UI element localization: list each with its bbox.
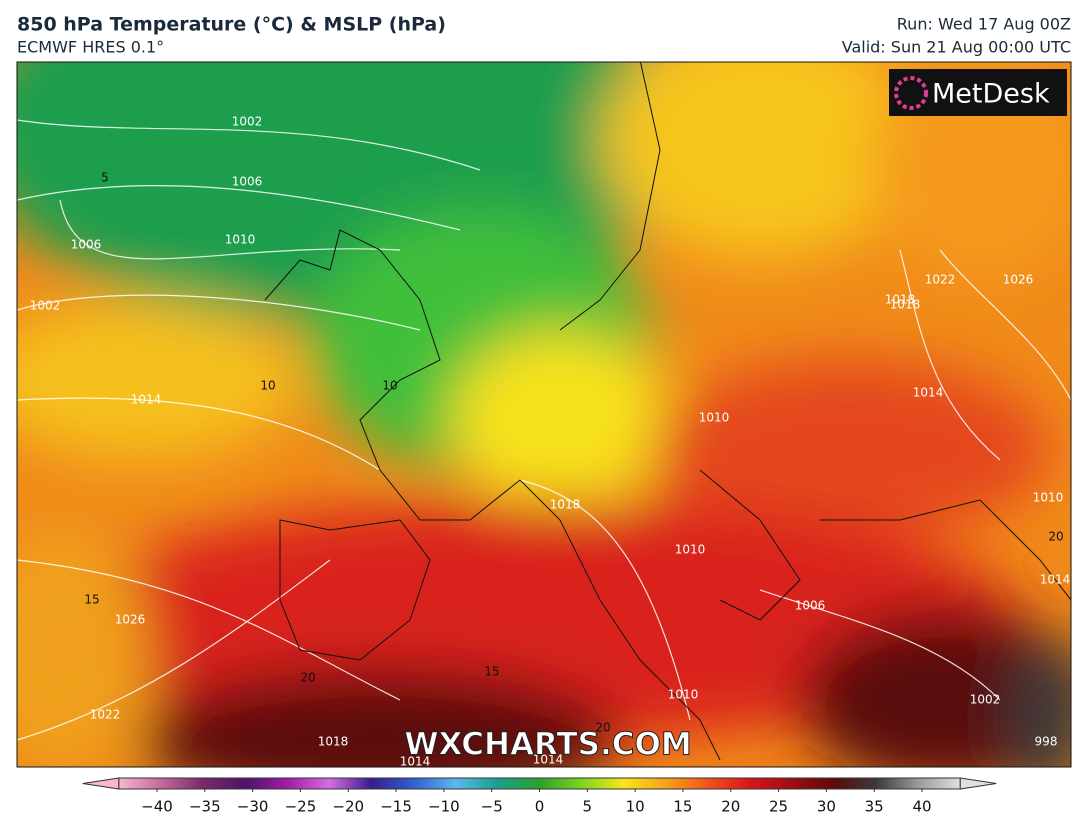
colorbar-tick-label: 5 [583,798,593,816]
contour-label: 1018 [885,293,916,307]
logo: MetDesk [932,79,1050,110]
colorbar-tick-label: 20 [721,798,740,816]
colorbar-tick-label: 35 [865,798,884,816]
contour-label: 1010 [675,543,706,557]
contour-label: 15 [484,665,499,679]
colorbar-tick-label: −10 [428,798,460,816]
contour-label: 20 [595,721,610,735]
colorbar-tick-label: 40 [912,798,931,816]
contour-label: 1010 [668,688,699,702]
colorbar: −40 −35 −30 −25 −20 −15 −10 −5 0 5 10 15 20 25 30 35 40 [82,777,997,816]
contour-label: 1010 [225,233,256,247]
contour-label: 20 [1048,530,1063,544]
contour-label: 1002 [30,299,61,313]
contour-label: 1006 [232,175,263,189]
contour-label: 1026 [115,613,146,627]
colorbar-tick-label: 0 [535,798,545,816]
contour-label: 1014 [400,755,431,769]
colorbar-tick-label: −25 [285,798,317,816]
colorbar-tick-label: −15 [380,798,412,816]
contour-label: 1022 [925,273,956,287]
colorbar-arrow [959,777,997,790]
contour-label: 1002 [970,693,1001,707]
watermark: WXCHARTS.COM [404,727,691,763]
colorbar-tick-label: −35 [189,798,221,816]
contour-label: 1026 [1003,273,1034,287]
model: ECMWF HRES 0.1° [17,38,164,57]
title: 850 hPa Temperature (°C) & MSLP (hPa) [17,14,446,36]
colorbar-tick-label: −5 [481,798,503,816]
contour-label: 1014 [131,393,162,407]
contour-label: 1018 [318,735,349,749]
contour-label: 20 [300,671,315,685]
contour-label: 1006 [795,599,826,613]
colorbar-tick-label: −20 [332,798,364,816]
contour-label: 1022 [90,708,121,722]
contour-label: 998 [1035,735,1058,749]
contour-label: 1018 [890,298,921,312]
contour-label: 1010 [699,411,730,425]
valid: Valid: Sun 21 Aug 00:00 UTC [842,38,1071,57]
colorbar-tick-label: 10 [626,798,645,816]
contour-label: 10 [260,379,275,393]
colorbar-tick-label: −40 [141,798,173,816]
contour-label: 1014 [913,386,944,400]
contour-label: 5 [101,171,109,185]
contour-label: 1010 [1033,491,1064,505]
contour-label: 15 [84,593,99,607]
contour-label: 1006 [71,238,102,252]
contour-label: 1014 [533,753,564,767]
colorbar-tick-label: 15 [673,798,692,816]
colorbar-tick-label: −30 [237,798,269,816]
map-frame [16,61,1072,768]
colorbar-tick-label: 30 [817,798,836,816]
run: Run: Wed 17 Aug 00Z [897,15,1071,34]
contour-label: 1002 [232,115,263,129]
colorbar-arrow [82,777,120,790]
contour-label: 10 [382,379,397,393]
colorbar-tick-label: 25 [769,798,788,816]
contour-label: 1014 [1040,573,1071,587]
colorbar-body [118,777,961,790]
contour-label: 1018 [550,498,581,512]
